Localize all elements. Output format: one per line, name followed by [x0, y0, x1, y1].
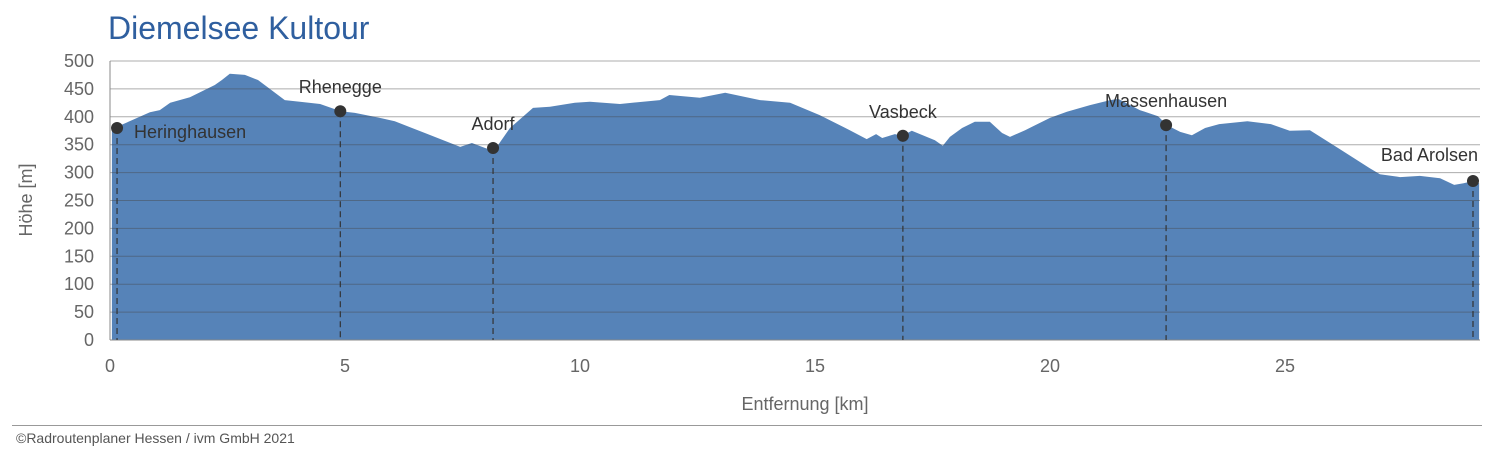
- waypoint-label: Heringhausen: [134, 122, 246, 142]
- x-tick-label: 25: [1275, 356, 1295, 376]
- copyright-text: ©Radroutenplaner Hessen / ivm GmbH 2021: [16, 430, 295, 446]
- y-axis-label: Höhe [m]: [16, 163, 36, 236]
- waypoint-dot: [1467, 174, 1479, 187]
- elevation-area: [111, 73, 1480, 341]
- waypoint-dot: [487, 142, 500, 155]
- x-axis-label: Entfernung [km]: [741, 394, 868, 414]
- waypoint-label: Rhenegge: [299, 77, 382, 97]
- chart-title: Diemelsee Kultour: [108, 10, 370, 46]
- waypoint-dot: [334, 105, 347, 118]
- waypoint-label: Adorf: [472, 114, 516, 134]
- footer-divider: [12, 425, 1482, 426]
- y-tick-label: 50: [74, 302, 94, 322]
- y-tick-label: 250: [64, 191, 94, 211]
- y-tick-label: 350: [64, 135, 94, 155]
- waypoint-label: Vasbeck: [869, 102, 938, 122]
- x-tick-label: 15: [805, 356, 825, 376]
- waypoint-dot: [896, 129, 909, 142]
- x-tick-label: 10: [570, 356, 590, 376]
- y-tick-label: 500: [64, 51, 94, 71]
- y-tick-label: 100: [64, 274, 94, 294]
- y-tick-label: 150: [64, 246, 94, 266]
- y-tick-label: 400: [64, 107, 94, 127]
- waypoint-label: Bad Arolsen: [1381, 145, 1478, 165]
- x-tick-label: 0: [105, 356, 115, 376]
- waypoint-dot: [111, 121, 124, 134]
- y-tick-label: 450: [64, 79, 94, 99]
- waypoint-label: Massenhausen: [1105, 91, 1227, 111]
- x-tick-label: 20: [1040, 356, 1060, 376]
- waypoint-dot: [1160, 119, 1173, 132]
- y-tick-label: 300: [64, 163, 94, 183]
- y-tick-label: 200: [64, 218, 94, 238]
- y-tick-label: 0: [84, 330, 94, 350]
- x-tick-label: 5: [340, 356, 350, 376]
